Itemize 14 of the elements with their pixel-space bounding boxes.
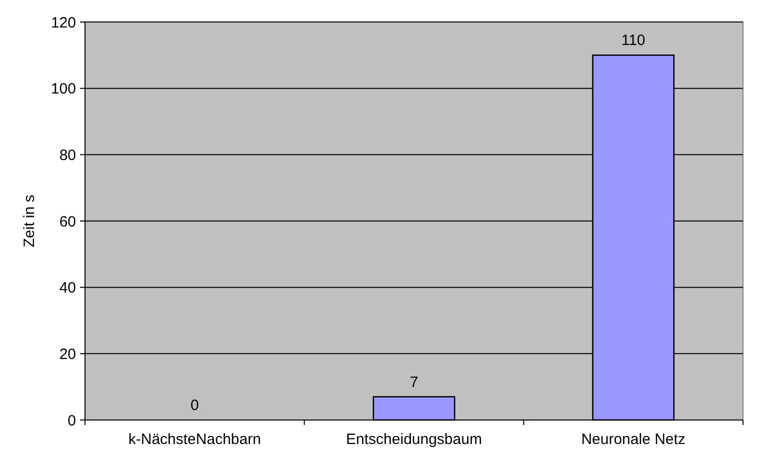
y-tick-label: 0 <box>68 412 76 430</box>
y-tick-label: 100 <box>50 80 76 98</box>
data-label: 110 <box>621 32 646 50</box>
x-tick-label: Entscheidungsbaum <box>346 431 482 448</box>
y-tick-label: 60 <box>59 213 76 230</box>
x-tick-label: Neuronale Netz <box>581 431 686 448</box>
x-tick-label: k-NächsteNachbarn <box>128 431 261 448</box>
y-tick-label: 20 <box>59 346 76 363</box>
y-axis-title: Zeit in s <box>21 194 38 248</box>
data-label: 7 <box>410 374 418 391</box>
y-tick-label: 40 <box>59 280 76 297</box>
y-tick-label: 80 <box>59 146 76 164</box>
y-tick-label: 120 <box>50 14 76 32</box>
data-label: 0 <box>190 397 199 414</box>
